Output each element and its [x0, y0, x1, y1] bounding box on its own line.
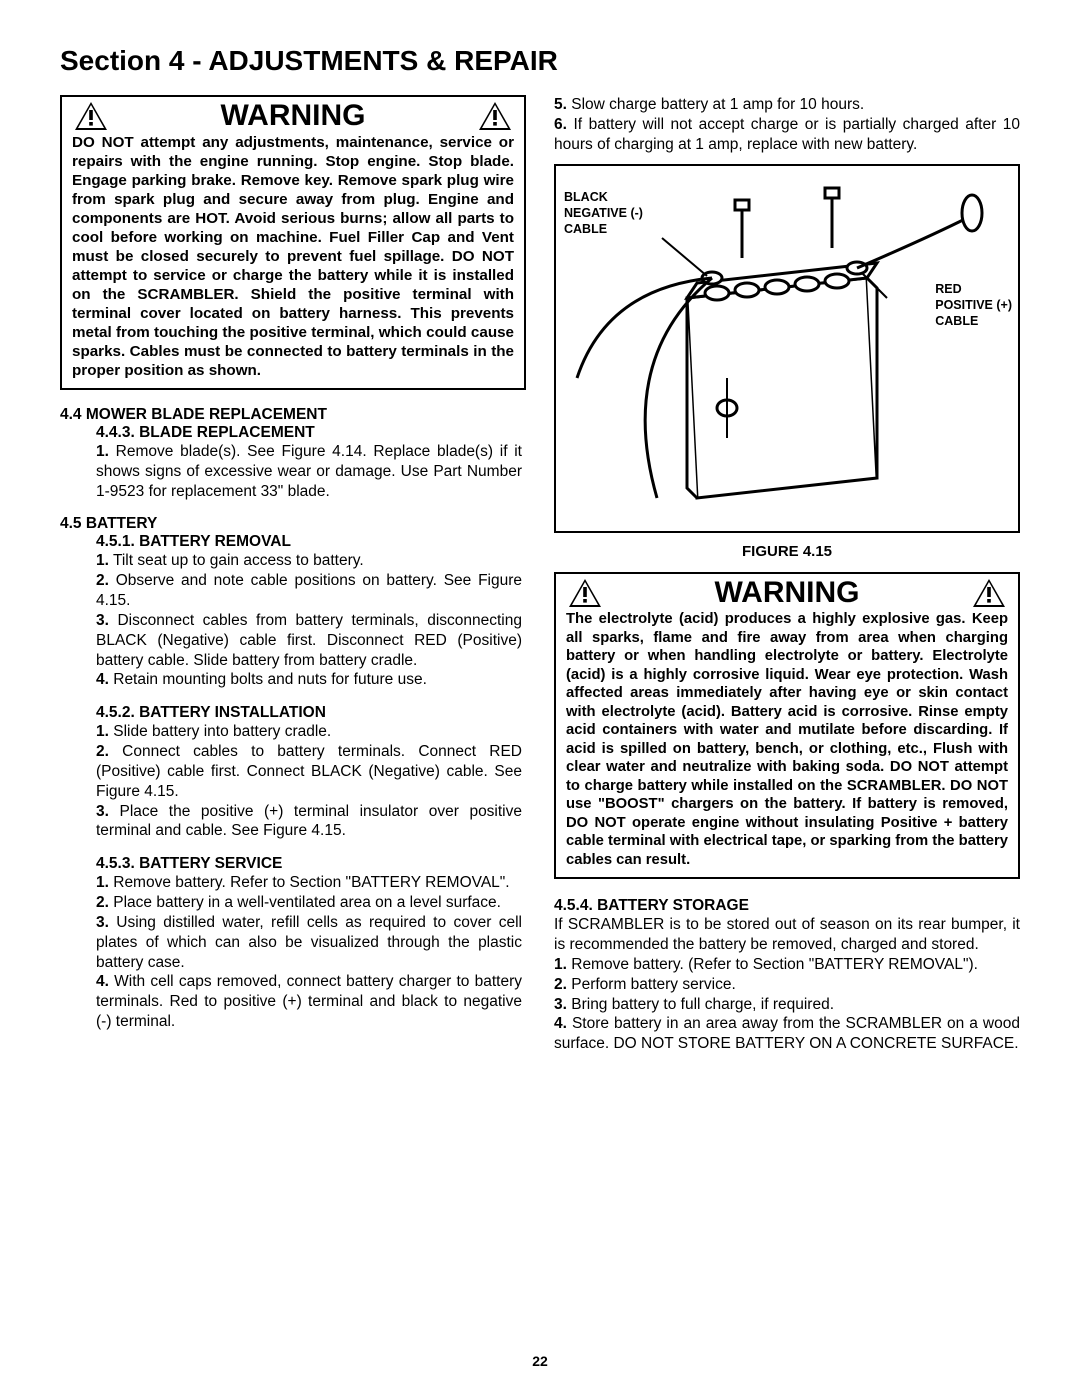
- page-title: Section 4 - ADJUSTMENTS & REPAIR: [60, 45, 1020, 77]
- left-column: WARNING DO NOT attempt any adjustments, …: [60, 95, 526, 1054]
- figure-4-15-box: BLACKNEGATIVE (-)CABLE REDPOSITIVE (+)CA…: [554, 164, 1020, 533]
- warning-title: WARNING: [602, 576, 972, 610]
- section-4-5-3-head: 4.5.3. BATTERY SERVICE: [96, 855, 526, 873]
- right-p6: 6. If battery will not accept charge or …: [554, 115, 1020, 155]
- s454-4: 4. Store battery in an area away from th…: [554, 1014, 1020, 1054]
- content-columns: WARNING DO NOT attempt any adjustments, …: [60, 95, 1020, 1054]
- figure-caption: FIGURE 4.15: [554, 543, 1020, 560]
- s453-2: 2. Place battery in a well-ventilated ar…: [96, 893, 522, 913]
- page-number: 22: [0, 1353, 1080, 1369]
- right-p5: 5. Slow charge battery at 1 amp for 10 h…: [554, 95, 1020, 115]
- figure-4-15-container: BLACKNEGATIVE (-)CABLE REDPOSITIVE (+)CA…: [554, 164, 1020, 560]
- warning-icon: [972, 578, 1006, 608]
- warning-box-2: WARNING The electrolyte (acid) produces …: [554, 572, 1020, 879]
- warning-body: DO NOT attempt any adjustments, maintena…: [68, 133, 518, 380]
- s454-3: 3. Bring battery to full charge, if requ…: [554, 995, 1020, 1015]
- warning-icon: [568, 578, 602, 608]
- s453-4: 4. With cell caps removed, connect batte…: [96, 972, 522, 1031]
- warning-icon: [74, 101, 108, 131]
- warning-box-1: WARNING DO NOT attempt any adjustments, …: [60, 95, 526, 390]
- s452-3: 3. Place the positive (+) terminal insul…: [96, 802, 522, 842]
- s453-3: 3. Using distilled water, refill cells a…: [96, 913, 522, 972]
- s451-4: 4. Retain mounting bolts and nuts for fu…: [96, 670, 522, 690]
- s451-2: 2. Observe and note cable positions on b…: [96, 571, 522, 611]
- s452-1: 1. Slide battery into battery cradle.: [96, 722, 522, 742]
- s451-3: 3. Disconnect cables from battery termin…: [96, 611, 522, 670]
- section-4-5-2-head: 4.5.2. BATTERY INSTALLATION: [96, 704, 526, 722]
- section-4-5-head: 4.5 BATTERY: [60, 515, 526, 533]
- right-column: 5. Slow charge battery at 1 amp for 10 h…: [554, 95, 1020, 1054]
- section-4-4-3-head: 4.4.3. BLADE REPLACEMENT: [96, 424, 526, 442]
- section-4-4-3-p1: 1. Remove blade(s). See Figure 4.14. Rep…: [96, 442, 522, 501]
- section-4-5-1-head: 4.5.1. BATTERY REMOVAL: [96, 533, 526, 551]
- s452-2: 2. Connect cables to battery terminals. …: [96, 742, 522, 801]
- figure-label-black-cable: BLACKNEGATIVE (-)CABLE: [564, 190, 643, 237]
- warning-body-2: The electrolyte (acid) produces a highly…: [562, 610, 1012, 869]
- s454-intro: If SCRAMBLER is to be stored out of seas…: [554, 915, 1020, 955]
- s454-2: 2. Perform battery service.: [554, 975, 1020, 995]
- s453-1: 1. Remove battery. Refer to Section "BAT…: [96, 873, 522, 893]
- s451-1: 1. Tilt seat up to gain access to batter…: [96, 551, 522, 571]
- s454-1: 1. Remove battery. (Refer to Section "BA…: [554, 955, 1020, 975]
- figure-label-red-cable: REDPOSITIVE (+)CABLE: [935, 282, 1012, 329]
- section-4-5-4-head: 4.5.4. BATTERY STORAGE: [554, 897, 1020, 915]
- warning-title: WARNING: [108, 99, 478, 133]
- warning-icon: [478, 101, 512, 131]
- section-4-4-head: 4.4 MOWER BLADE REPLACEMENT: [60, 406, 526, 424]
